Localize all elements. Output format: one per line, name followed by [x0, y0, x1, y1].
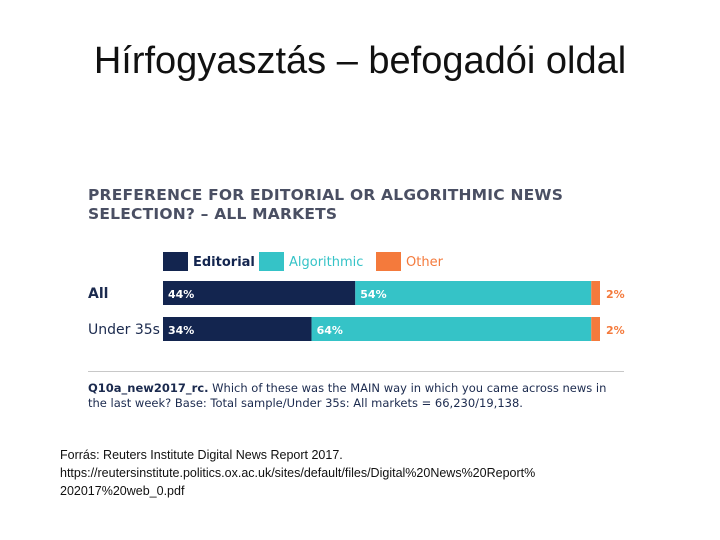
bar-segment-0-0 [163, 281, 356, 305]
chart-divider [88, 371, 624, 372]
bar-value-label-1-0: 34% [168, 324, 194, 337]
legend-swatch-2 [376, 252, 401, 271]
category-label-1: Under 35s [88, 322, 160, 338]
bar-value-label-0-1: 54% [360, 288, 386, 301]
source-citation: Forrás: Reuters Institute Digital News R… [60, 446, 680, 500]
chart-legend: Editorial Algorithmic Other [163, 252, 444, 271]
chart-title-line-1: PREFERENCE FOR EDITORIAL OR ALGORITHMIC … [88, 186, 564, 204]
bar-value-label-1-2: 2% [606, 324, 625, 337]
bar-segment-1-0 [163, 317, 312, 341]
chart-footnote: Q10a_new2017_rc. Which of these was the … [88, 381, 628, 411]
chart-title-line-2: SELECTION? – ALL MARKETS [88, 205, 338, 223]
chart-bars: All 44% 54% 2% Under 35s 34% 64% 2% [88, 281, 625, 341]
bar-segment-1-2 [591, 317, 600, 341]
category-label-0: All [88, 286, 108, 302]
source-line-3: 202017%20web_0.pdf [60, 484, 185, 498]
legend-label-1: Algorithmic [289, 255, 363, 270]
bar-value-label-0-0: 44% [168, 288, 194, 301]
bar-value-label-1-1: 64% [317, 324, 343, 337]
footnote-question-code: Q10a_new2017_rc. [88, 381, 209, 395]
slide-title: Hírfogyasztás – befogadói oldal [93, 40, 627, 82]
legend-swatch-1 [259, 252, 284, 271]
source-line-2: https://reutersinstitute.politics.ox.ac.… [60, 466, 536, 480]
bar-segment-0-2 [591, 281, 600, 305]
bar-segment-0-1 [355, 281, 592, 305]
chart-title: PREFERENCE FOR EDITORIAL OR ALGORITHMIC … [88, 186, 608, 224]
legend-label-0: Editorial [193, 255, 255, 270]
bar-value-label-0-2: 2% [606, 288, 625, 301]
bar-segment-1-1 [311, 317, 592, 341]
source-line-1: Forrás: Reuters Institute Digital News R… [60, 448, 343, 462]
footnote-text: Which of these was the MAIN way in which… [88, 381, 607, 410]
legend-label-2: Other [406, 255, 444, 270]
legend-swatch-0 [163, 252, 188, 271]
